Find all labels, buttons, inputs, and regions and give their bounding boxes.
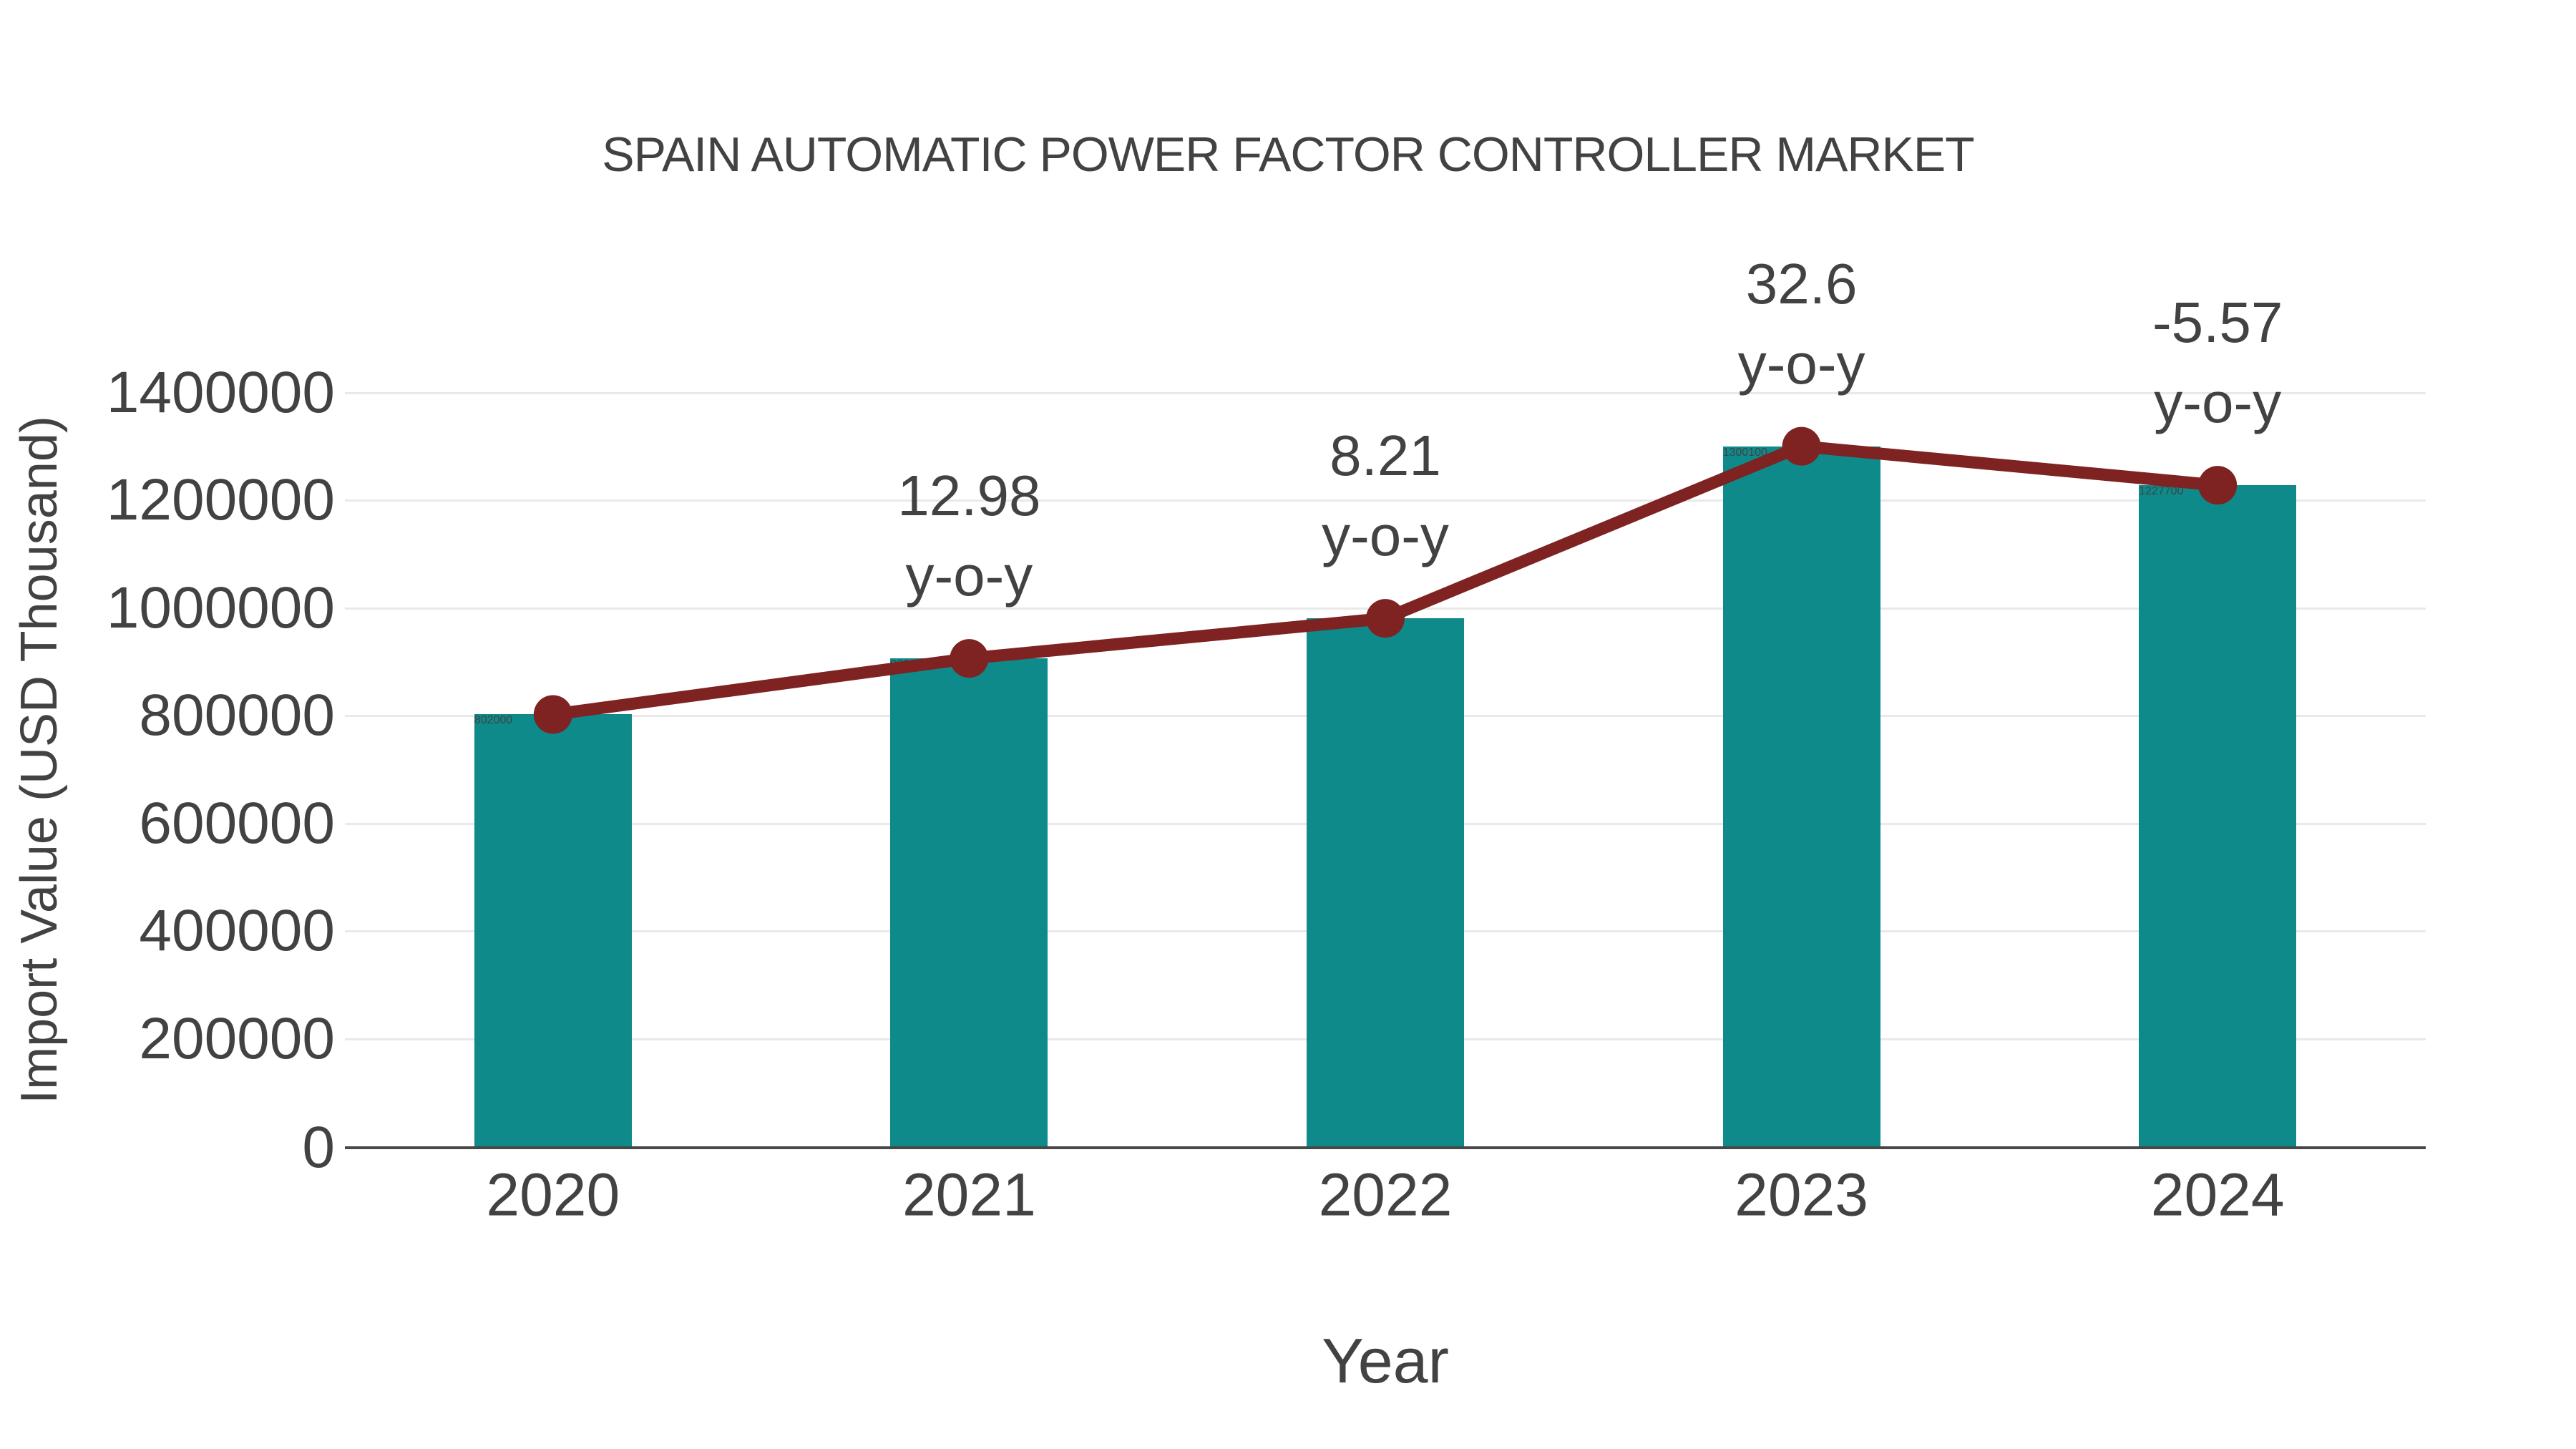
yoy-suffix-2024: y-o-y [2154, 371, 2282, 435]
yoy-suffix-2022: y-o-y [1322, 504, 1449, 568]
y-tick-label-1200000: 1200000 [106, 467, 335, 532]
yoy-value-2024: -5.57 [2152, 291, 2283, 355]
trend-line-layer [533, 426, 2238, 734]
trend-marker-2024[interactable] [2198, 466, 2238, 505]
yoy-suffix-2023: y-o-y [1737, 331, 1865, 396]
y-tick-label-400000: 400000 [139, 898, 335, 963]
y-tick-label-600000: 600000 [139, 790, 335, 856]
yoy-value-2021: 12.98 [897, 464, 1041, 528]
y-tick-label-800000: 800000 [139, 683, 335, 748]
x-tick-label-2023: 2023 [1735, 1161, 1869, 1229]
trend-marker-2021[interactable] [950, 639, 989, 678]
bar-2020[interactable]: 802000 [474, 714, 632, 1146]
y-tick-label-1400000: 1400000 [106, 359, 335, 425]
yoy-suffix-2021: y-o-y [905, 544, 1033, 608]
x-axis-title: Year [1322, 1325, 1449, 1396]
plot-area: 802000 906100 980500 1300100 1227700 [345, 286, 2426, 1234]
x-axis-line [345, 1146, 2426, 1149]
yoy-value-2022: 8.21 [1330, 424, 1441, 488]
x-tick-label-2024: 2024 [2150, 1161, 2285, 1229]
trend-marker-2020[interactable] [533, 695, 572, 734]
chart-title: SPAIN AUTOMATIC POWER FACTOR CONTROLLER … [602, 127, 1974, 182]
yoy-value-2023: 32.6 [1745, 251, 1858, 316]
y-tick-label-1000000: 1000000 [106, 575, 335, 640]
bar-2023[interactable]: 1300100 [1722, 446, 1880, 1146]
trend-marker-2022[interactable] [1366, 599, 1405, 638]
x-tick-label-2021: 2021 [902, 1161, 1036, 1229]
x-tick-label-2020: 2020 [486, 1161, 620, 1229]
y-tick-label-0: 0 [302, 1115, 335, 1180]
trend-marker-2023[interactable] [1782, 426, 1821, 466]
x-tick-label-2022: 2022 [1318, 1161, 1453, 1229]
gridline-1200000 [345, 499, 2426, 502]
y-tick-label-200000: 200000 [139, 1005, 335, 1071]
bar-2022[interactable]: 980500 [1307, 618, 1464, 1146]
y-axis-title: Import Value (USD Thousand) [11, 416, 68, 1104]
gridline-1400000 [345, 391, 2426, 394]
bar-2024[interactable]: 1227700 [2139, 485, 2297, 1146]
